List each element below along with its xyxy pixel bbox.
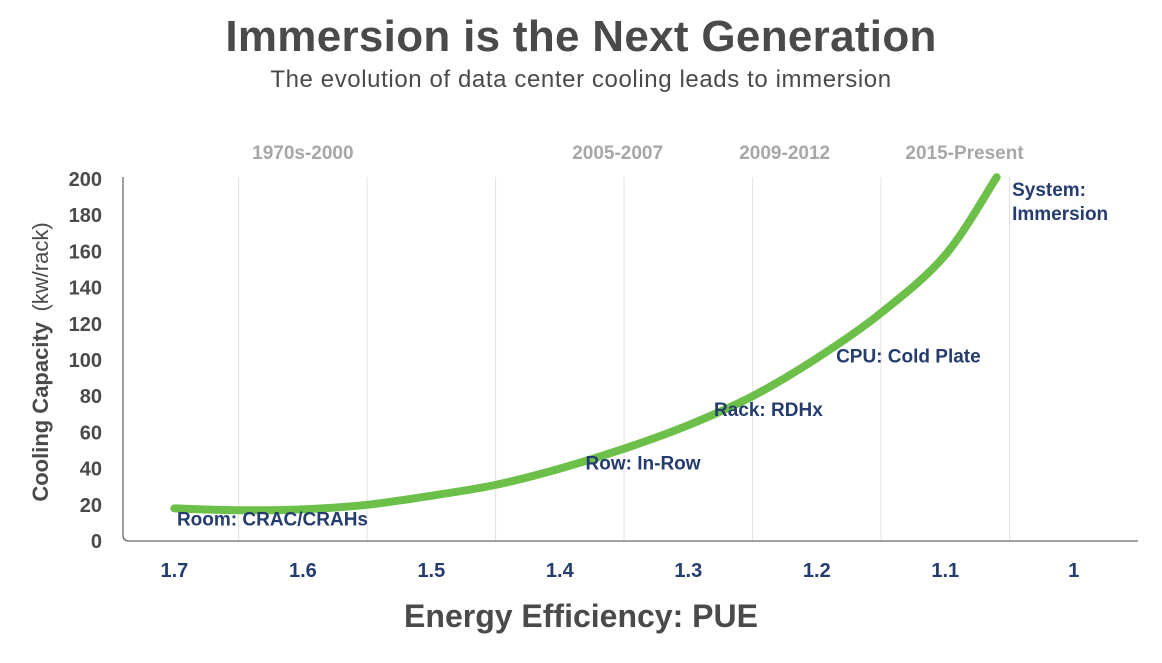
chart-subtitle: The evolution of data center cooling lea… <box>270 66 892 93</box>
annotation-line: Immersion <box>1012 204 1108 225</box>
annotation-line: CPU: Cold Plate <box>836 347 981 368</box>
y-tick-label: 0 <box>91 531 102 553</box>
annotation-line: Rack: RDHx <box>714 400 823 421</box>
annotation-label: Room: CRAC/CRAHs <box>177 510 368 531</box>
y-tick-label: 180 <box>69 205 102 227</box>
x-axis-label: Energy Efficiency: PUE <box>404 598 758 634</box>
series-layer <box>170 173 1001 515</box>
cooling-capacity-curve <box>170 173 1001 515</box>
annotation-line: System: <box>1012 180 1086 201</box>
era-labels: 1970s-2000 2005-2007 2009-2012 2015-Present <box>252 143 1024 164</box>
y-tick-label: 100 <box>69 350 102 372</box>
axes <box>122 177 1138 542</box>
y-tick-label: 40 <box>80 459 102 481</box>
y-axis-label-unit: (kw/rack) <box>28 222 53 311</box>
annotation-label: Row: In-Row <box>586 454 701 475</box>
grid-lines <box>238 177 1011 541</box>
y-tick-label: 20 <box>80 495 102 517</box>
annotations: Room: CRAC/CRAHs Row: In-Row Rack: RDHx CPU… <box>177 180 1108 530</box>
y-tick-label: 80 <box>80 386 102 408</box>
era-label: 2009-2012 <box>739 143 830 164</box>
annotation-line: Room: CRAC/CRAHs <box>177 510 368 531</box>
x-tick-label: 1.2 <box>803 560 831 582</box>
y-tick-label: 200 <box>69 169 102 191</box>
x-tick-label: 1.7 <box>160 560 188 582</box>
era-label: 2015-Present <box>905 143 1024 164</box>
x-tick-label: 1.3 <box>674 560 702 582</box>
x-tick-label: 1.5 <box>417 560 445 582</box>
era-label: 2005-2007 <box>572 143 663 164</box>
y-axis-label: Cooling Capacity (kw/rack) <box>28 222 53 501</box>
y-tick-label: 60 <box>80 422 102 444</box>
axis-line <box>122 177 1138 542</box>
x-tick-label: 1.6 <box>289 560 317 582</box>
y-tick-labels: 0 20 40 60 80 100 120 140 160 180 200 <box>69 169 102 553</box>
y-tick-label: 140 <box>69 278 102 300</box>
annotation-label: Rack: RDHx <box>714 400 823 421</box>
y-axis-label-main: Cooling Capacity <box>28 321 53 501</box>
y-tick-label: 120 <box>69 314 102 336</box>
x-tick-label: 1.4 <box>546 560 575 582</box>
annotation-line: Row: In-Row <box>586 454 701 475</box>
annotation-label: System: Immersion <box>1012 180 1108 225</box>
y-tick-label: 160 <box>69 241 102 263</box>
annotation-label: CPU: Cold Plate <box>836 347 981 368</box>
x-tick-label: 1 <box>1068 560 1079 582</box>
x-tick-label: 1.1 <box>931 560 959 582</box>
chart-title: Immersion is the Next Generation <box>225 12 937 61</box>
era-label: 1970s-2000 <box>252 143 353 164</box>
x-tick-labels: 1.7 1.6 1.5 1.4 1.3 1.2 1.1 1 <box>160 560 1079 582</box>
